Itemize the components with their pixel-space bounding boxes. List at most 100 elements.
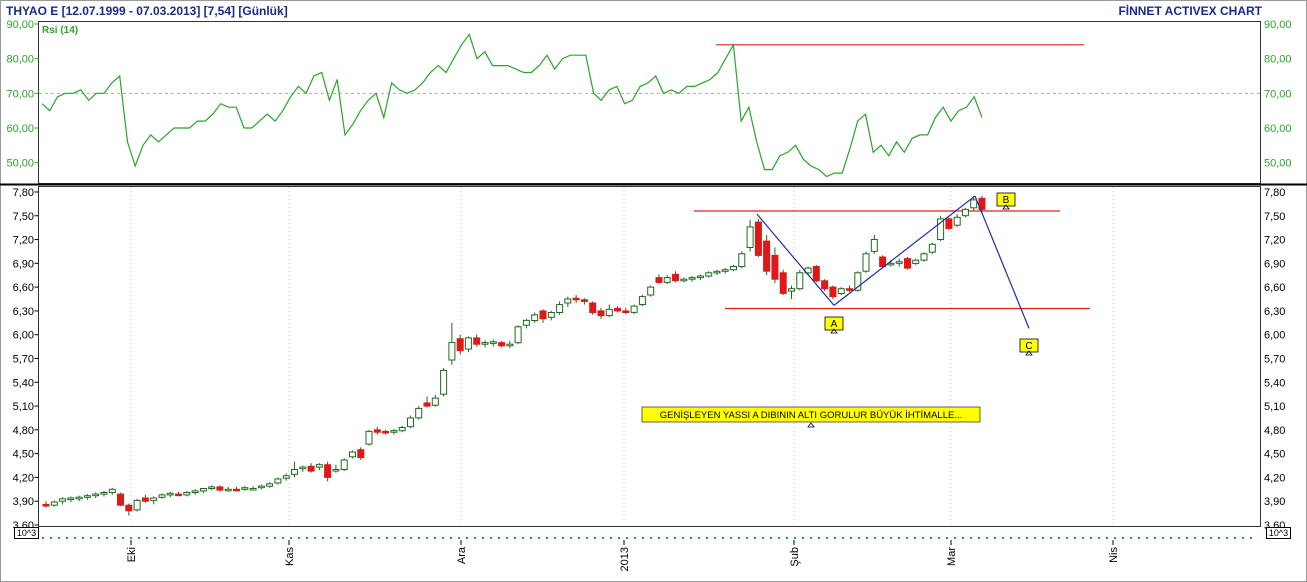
candle-up (183, 492, 191, 496)
candle-up (208, 486, 216, 489)
candle-up (83, 495, 91, 498)
rsi-tick-label-right: 50,00 (1264, 158, 1292, 170)
pattern-segment (756, 213, 835, 306)
price-tick-label-right: 7,50 (1264, 211, 1285, 223)
candle-down (597, 310, 605, 317)
candle-up (332, 469, 340, 472)
price-tick-label-left: 4,20 (13, 472, 34, 484)
candle-up (440, 369, 448, 395)
candle-up (489, 341, 497, 344)
candle-up (390, 430, 398, 433)
price-y-axis-right: 7,80 7,50 7,20 6,90 6,60 6,30 6,00 5,70 5,40 5,10… (1264, 187, 1285, 532)
candle-up (100, 492, 108, 495)
candle-up (67, 497, 75, 501)
rsi-series (41, 33, 983, 178)
candle-up (928, 243, 936, 253)
price-tick-label-left: 6,00 (13, 330, 34, 342)
candle-up (481, 342, 489, 345)
candle-up (854, 272, 862, 291)
candle-up (59, 498, 67, 502)
candle-down (779, 272, 787, 294)
rsi-tick-label-left: 50,00 (6, 158, 34, 170)
candle-up (970, 199, 978, 209)
price-tick-label-right: 4,80 (1264, 425, 1285, 437)
candle-down (978, 197, 986, 210)
price-vertical-gridlines (130, 187, 1114, 525)
candle-up (531, 314, 539, 321)
candle-up (241, 487, 249, 490)
candle-down (216, 486, 224, 491)
candle-down (945, 218, 953, 229)
date-tick-label: Nis (1108, 547, 1120, 563)
price-tick-label-right: 3,90 (1264, 496, 1285, 508)
candle-down (821, 280, 829, 290)
price-tick-label-right: 6,30 (1264, 306, 1285, 318)
candle-up (746, 226, 754, 248)
price-tick-label-left: 4,80 (13, 425, 34, 437)
candle-up (663, 277, 671, 283)
candle-up (556, 304, 564, 314)
candle-down (307, 465, 315, 472)
pattern-segment (833, 195, 976, 306)
price-tick-label-right: 5,10 (1264, 401, 1285, 413)
candle-up (415, 407, 423, 419)
candle-up (895, 261, 903, 264)
scale-badge-left: 10^3 (14, 527, 39, 539)
candle-up (398, 427, 406, 432)
candle-up (315, 464, 323, 468)
price-tick-label-left: 7,20 (13, 235, 34, 247)
chart-header-title: THYAO E [12.07.1999 - 07.03.2013] [7,54]… (6, 4, 288, 18)
candle-up (407, 417, 414, 428)
rsi-tick-label-right: 70,00 (1264, 88, 1292, 100)
price-y-axis-left: 7,80 7,50 7,20 6,90 6,60 6,30 6,00 5,70 5,40 5,10… (13, 187, 39, 532)
note-text: GENİŞLEYEN YASSI A DIBININ ALTI GORULUR … (660, 410, 963, 421)
candle-up (961, 208, 969, 217)
price-tick-label-right: 4,20 (1264, 472, 1285, 484)
annotation-note: GENİŞLEYEN YASSI A DIBININ ALTI GORULUR … (641, 406, 981, 428)
candle-up (730, 266, 737, 271)
candle-down (771, 254, 779, 280)
marker-arrow (1025, 350, 1033, 356)
candle-down (498, 342, 506, 347)
candle-down (812, 266, 820, 282)
rsi-tick-label-left: 90,00 (6, 19, 34, 31)
price-tick-label-left: 3,90 (13, 496, 34, 508)
note-box (641, 406, 981, 423)
candle-down (373, 429, 381, 433)
candle-up (249, 488, 257, 491)
marker-arrow (830, 328, 838, 334)
candle-up (721, 269, 729, 272)
date-tick-label: Kas (284, 547, 296, 566)
price-support-resistance-lines (694, 210, 1090, 310)
pattern-markers: A B C (824, 192, 1039, 356)
candle-up (340, 459, 348, 470)
candle-up (522, 319, 530, 326)
marker-box (824, 316, 844, 331)
candle-up (166, 492, 174, 496)
price-tick-label-left: 4,50 (13, 449, 34, 461)
pattern-segment (974, 195, 1030, 329)
candle-up (937, 218, 945, 240)
date-axis: Eki Kas Ara 2013 Şub Mar Nis (42, 537, 1258, 571)
candle-up (257, 485, 265, 489)
candle-up (705, 272, 713, 277)
candle-up (108, 488, 116, 493)
price-tick-label-right: 5,70 (1264, 353, 1285, 365)
candle-up (448, 342, 456, 361)
candle-up (547, 312, 555, 318)
candle-down (473, 337, 481, 345)
marker-box (996, 192, 1016, 207)
marker-label: B (1003, 195, 1010, 206)
candle-down (846, 288, 853, 291)
candle-down (423, 402, 431, 407)
candle-down (655, 277, 663, 283)
svg-text:10^3: 10^3 (17, 528, 36, 538)
price-tick-label-left: 5,40 (13, 377, 34, 389)
date-tick-label: Şub (789, 547, 801, 567)
candle-down (175, 493, 182, 497)
candle-up (912, 259, 920, 264)
candle-up (688, 277, 696, 280)
price-tick-label-left: 7,80 (13, 187, 34, 199)
rsi-tick-label-right: 60,00 (1264, 123, 1292, 135)
candle-up (299, 466, 307, 470)
